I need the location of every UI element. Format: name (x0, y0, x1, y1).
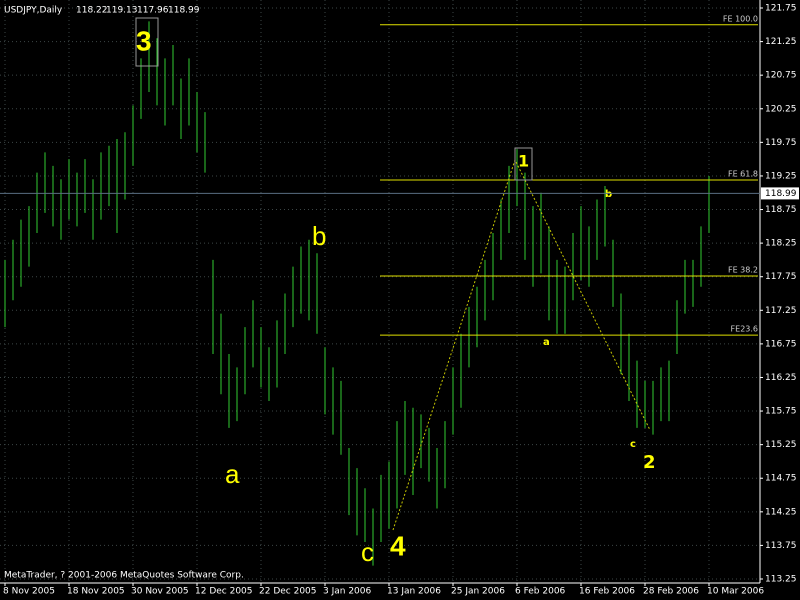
y-tick-label: 117.25 (765, 306, 797, 316)
x-tick-label: 18 Nov 2005 (67, 587, 125, 597)
header-close: 118.99 (168, 6, 200, 16)
y-tick-label: 114.25 (765, 507, 797, 517)
y-tick-label: 118.75 (765, 205, 797, 215)
y-tick-label: 118.25 (765, 239, 797, 249)
header-open: 118.22 (76, 6, 108, 16)
x-tick-label: 25 Jan 2006 (451, 587, 505, 597)
y-tick-label: 116.75 (765, 339, 797, 349)
wave-label: c (630, 439, 636, 450)
wave-label: 2 (643, 452, 656, 473)
marker-box (514, 147, 533, 181)
x-tick-label: 22 Dec 2005 (259, 587, 317, 597)
copyright: MetaTrader, ? 2001-2006 MetaQuotes Softw… (4, 571, 244, 581)
x-tick-label: 30 Nov 2005 (131, 587, 189, 597)
x-tick-label: 13 Jan 2006 (387, 587, 441, 597)
y-tick-label: 120.25 (765, 104, 797, 114)
y-tick-label: 115.75 (765, 407, 797, 417)
y-tick-label: 113.75 (765, 541, 797, 551)
marker-box (135, 17, 159, 67)
wave-label: 1 (518, 152, 529, 171)
x-tick-label: 3 Jan 2006 (323, 587, 371, 597)
fib-label: FE 100.0 (723, 14, 758, 23)
wave-label: b (312, 221, 326, 251)
wave-label: a (543, 337, 550, 348)
wave-label: b (605, 189, 612, 200)
y-tick-label: 115.25 (765, 440, 797, 450)
y-tick-label: 120.75 (765, 71, 797, 81)
fib-label: FE 61.8 (728, 169, 758, 178)
x-tick-label: 6 Feb 2006 (515, 587, 566, 597)
wave-label: a (225, 459, 240, 489)
header-high: 119.13 (106, 6, 138, 16)
y-tick-label: 119.25 (765, 171, 797, 181)
y-tick-label: 117.75 (765, 272, 797, 282)
wave-label: c (361, 537, 374, 567)
header-low: 117.96 (137, 6, 169, 16)
fib-label: FE 38.2 (728, 266, 758, 275)
x-tick-label: 16 Feb 2006 (579, 587, 635, 597)
x-tick-label: 10 Mar 2006 (707, 587, 764, 597)
fib-label: FE23.6 (731, 325, 758, 334)
last-price-label: 118.99 (765, 189, 797, 199)
x-tick-label: 8 Nov 2005 (3, 587, 55, 597)
wave-label: 3 (136, 25, 152, 56)
y-tick-label: 113.25 (765, 575, 797, 585)
y-tick-label: 119.75 (765, 138, 797, 148)
x-tick-label: 12 Dec 2005 (195, 587, 253, 597)
y-tick-label: 114.75 (765, 474, 797, 484)
y-tick-label: 121.25 (765, 37, 797, 47)
x-tick-label: 28 Feb 2006 (643, 587, 699, 597)
wave-label: 4 (390, 530, 406, 561)
last-price-box (761, 187, 799, 200)
symbol: USDJPY,Daily (4, 6, 63, 16)
y-tick-label: 116.25 (765, 373, 797, 383)
y-tick-label: 121.75 (765, 4, 797, 14)
